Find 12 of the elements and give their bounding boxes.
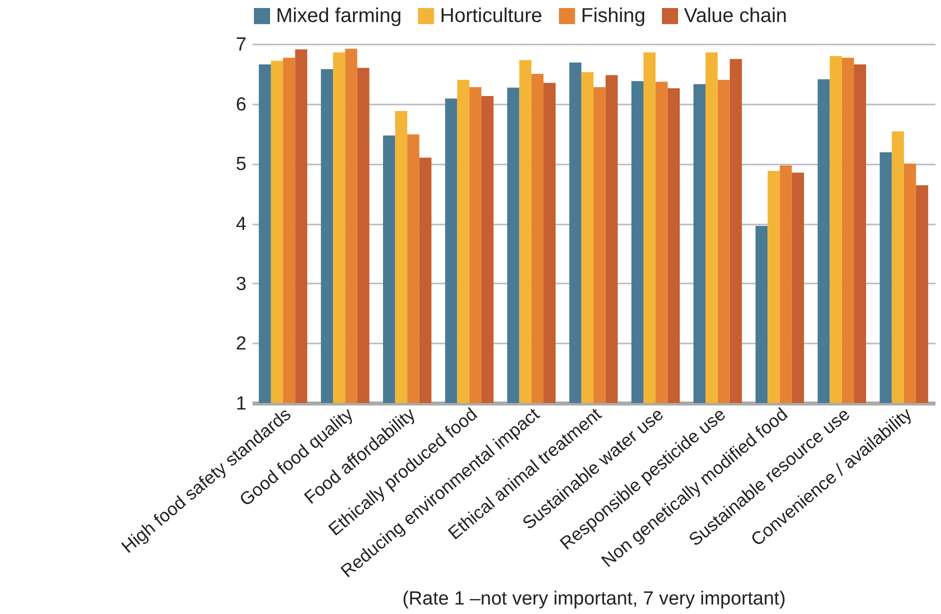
y-tick-label: 3 <box>236 274 246 295</box>
y-tick-label: 1 <box>236 394 246 414</box>
y-tick-label: 4 <box>236 214 247 235</box>
x-axis-title: (Rate 1 –not very important, 7 very important) <box>402 588 786 610</box>
legend-label: Fishing <box>581 5 646 27</box>
legend-label: Mixed farming <box>276 5 402 27</box>
y-tick-label: 5 <box>236 154 246 176</box>
legend-label: Horticulture <box>440 5 542 27</box>
y-tick-label: 6 <box>236 94 246 116</box>
y-tick-label: 7 <box>236 34 246 56</box>
y-tick-label: 2 <box>236 334 246 355</box>
legend-label: Value chain <box>684 5 788 27</box>
